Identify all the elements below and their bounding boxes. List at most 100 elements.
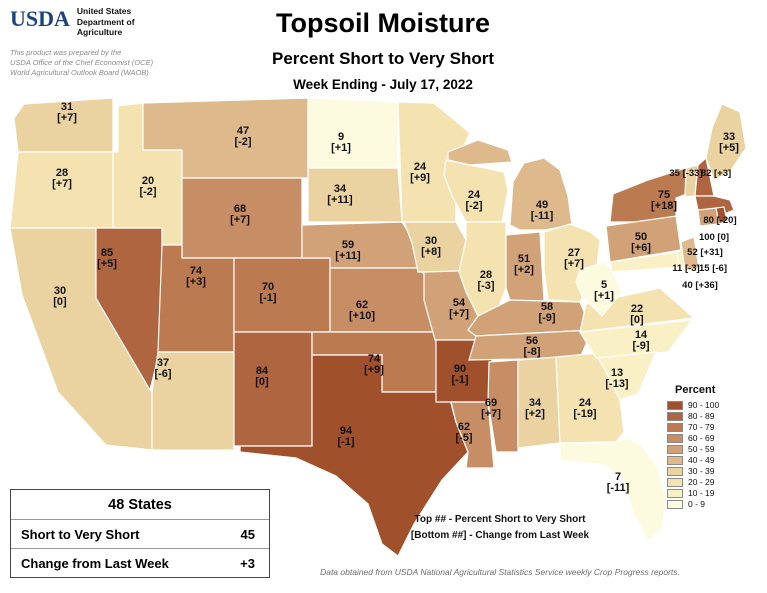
summary-row: Short to Very Short 45 <box>11 520 269 549</box>
state-shape-UT <box>157 244 235 353</box>
state-shape-AZ <box>151 351 235 451</box>
state-label-UT: 74 [+3] <box>186 265 206 288</box>
state-shape-NJ <box>680 236 700 272</box>
summary-title: 48 States <box>11 490 269 520</box>
state-label-MO: 54 [+7] <box>449 297 469 320</box>
state-label-WA: 31 [+7] <box>57 101 77 124</box>
legend-title: Percent <box>675 384 716 396</box>
state-label-GA: 24 [-19] <box>573 397 597 420</box>
state-label-PA: 50 [+6] <box>631 231 651 254</box>
legend-range-label: 50 - 59 <box>688 444 715 454</box>
usda-logo: USDA <box>10 6 70 31</box>
state-label-AR: 90 [-1] <box>451 363 468 386</box>
state-label-MN: 24 [+9] <box>410 161 430 184</box>
state-label-TX: 94 [-1] <box>337 425 354 448</box>
state-shape-MS <box>487 359 519 453</box>
state-label-CO: 70 [-1] <box>259 281 276 304</box>
state-label-ME: 33 [+5] <box>719 131 739 154</box>
summary-row-value: 45 <box>240 527 255 542</box>
state-label-IL: 28 [-3] <box>477 269 494 292</box>
state-label-AL: 34 [+2] <box>525 397 545 420</box>
state-label-NE: 59 [+11] <box>335 239 361 262</box>
state-label-AZ: 37 [-6] <box>154 357 171 380</box>
state-shape-CT <box>697 207 720 227</box>
page-subtitle: Percent Short to Very Short <box>272 49 494 68</box>
summary-row-value: +3 <box>240 556 255 571</box>
state-label-ID: 20 [-2] <box>139 175 156 198</box>
state-label-TN: 56 [-8] <box>523 335 540 358</box>
legend-range-label: 40 - 49 <box>688 455 715 465</box>
state-shape-CO <box>233 257 331 333</box>
legend-row: 30 - 39 <box>667 466 765 476</box>
legend-swatch <box>667 400 683 410</box>
legend-swatch <box>667 455 683 465</box>
title-block: Topsoil Moisture Percent Short to Very S… <box>133 8 633 92</box>
state-label-NY: 75 [+18] <box>651 189 677 212</box>
legend-swatch <box>667 444 683 454</box>
state-label-KY: 58 [-9] <box>538 301 555 324</box>
state-label-CA: 30 [0] <box>53 285 67 308</box>
legend-row: 60 - 69 <box>667 433 765 443</box>
summary-row-label: Short to Very Short <box>21 527 140 542</box>
legend-swatch <box>667 422 683 432</box>
state-label-DE: 15 [-6] <box>699 263 727 274</box>
state-shape-WV <box>575 261 623 317</box>
summary-box: 48 States Short to Very Short 45 Change … <box>10 489 270 578</box>
state-label-FL: 7 [-11] <box>607 471 630 494</box>
legend-swatch <box>667 433 683 443</box>
legend-swatch <box>667 488 683 498</box>
state-label-NV: 85 [+5] <box>97 247 117 270</box>
legend-row: 0 - 9 <box>667 499 765 509</box>
state-label-WI: 24 [-2] <box>465 189 482 212</box>
state-label-MA: 80 [-20] <box>703 215 736 226</box>
legend-swatch <box>667 466 683 476</box>
state-label-VT: 35 [-33] <box>669 168 702 179</box>
legend-swatch <box>667 411 683 421</box>
summary-row: Change from Last Week +3 <box>11 549 269 577</box>
state-label-MS: 69 [+7] <box>481 397 501 420</box>
state-label-WV: 5 [+1] <box>594 279 614 302</box>
legend-row: 70 - 79 <box>667 422 765 432</box>
state-shape-TX <box>239 354 469 557</box>
legend-range-label: 10 - 19 <box>688 488 715 498</box>
state-label-NC: 14 [-9] <box>632 329 649 352</box>
state-shape-NC <box>578 319 694 359</box>
state-shape-VA <box>579 287 696 333</box>
state-label-LA: 62 [-5] <box>455 421 472 444</box>
state-label-MD: 11 [-3] <box>672 263 699 274</box>
agency-name: United States Department of Agriculture <box>76 6 135 38</box>
state-label-SC: 13 [-13] <box>605 367 629 390</box>
prepared-by-note: This product was prepared by the USDA Of… <box>10 48 154 77</box>
legend-range-label: 20 - 29 <box>688 477 715 487</box>
legend-row: 80 - 89 <box>667 411 765 421</box>
legend-range-label: 60 - 69 <box>688 433 715 443</box>
state-shape-FL <box>559 437 667 541</box>
state-label-VA: 22 [0] <box>630 303 644 326</box>
state-label-MT: 47 [-2] <box>234 125 251 148</box>
state-label-KS: 62 [+10] <box>349 299 375 322</box>
page-title: Topsoil Moisture <box>276 8 490 38</box>
state-shape-SC <box>597 351 657 401</box>
state-shape-MI <box>509 157 573 231</box>
state-label-IA: 30 [+8] <box>421 235 441 258</box>
top-value-note: Top ## - Percent Short to Very Short <box>414 514 586 525</box>
state-shape-ME <box>705 103 747 181</box>
state-label-RI: 100 [0] <box>699 232 729 243</box>
state-label-NJ: 40 [+36] <box>682 280 718 291</box>
state-shape-NM <box>233 331 313 447</box>
week-ending-label: Week Ending - July 17, 2022 <box>293 77 473 92</box>
legend-row: 20 - 29 <box>667 477 765 487</box>
state-label-OK: 74 [+9] <box>364 353 384 376</box>
state-label-OR: 28 [+7] <box>52 167 72 190</box>
legend-range-label: 0 - 9 <box>688 499 706 509</box>
legend-range-label: 70 - 79 <box>688 422 715 432</box>
state-label-IN: 51 [+2] <box>514 253 534 276</box>
legend-notes: Top ## - Percent Short to Very Short [Bo… <box>330 514 670 546</box>
state-shape-MI <box>447 139 513 166</box>
legend-row: 10 - 19 <box>667 488 765 498</box>
state-shape-SD <box>307 167 403 223</box>
source-note: Data obtained from USDA National Agricul… <box>320 567 680 577</box>
legend-range-label: 90 - 100 <box>688 400 720 410</box>
state-label-NH: 82 [+3] <box>701 168 731 179</box>
state-label-OH: 27 [+7] <box>564 247 584 270</box>
